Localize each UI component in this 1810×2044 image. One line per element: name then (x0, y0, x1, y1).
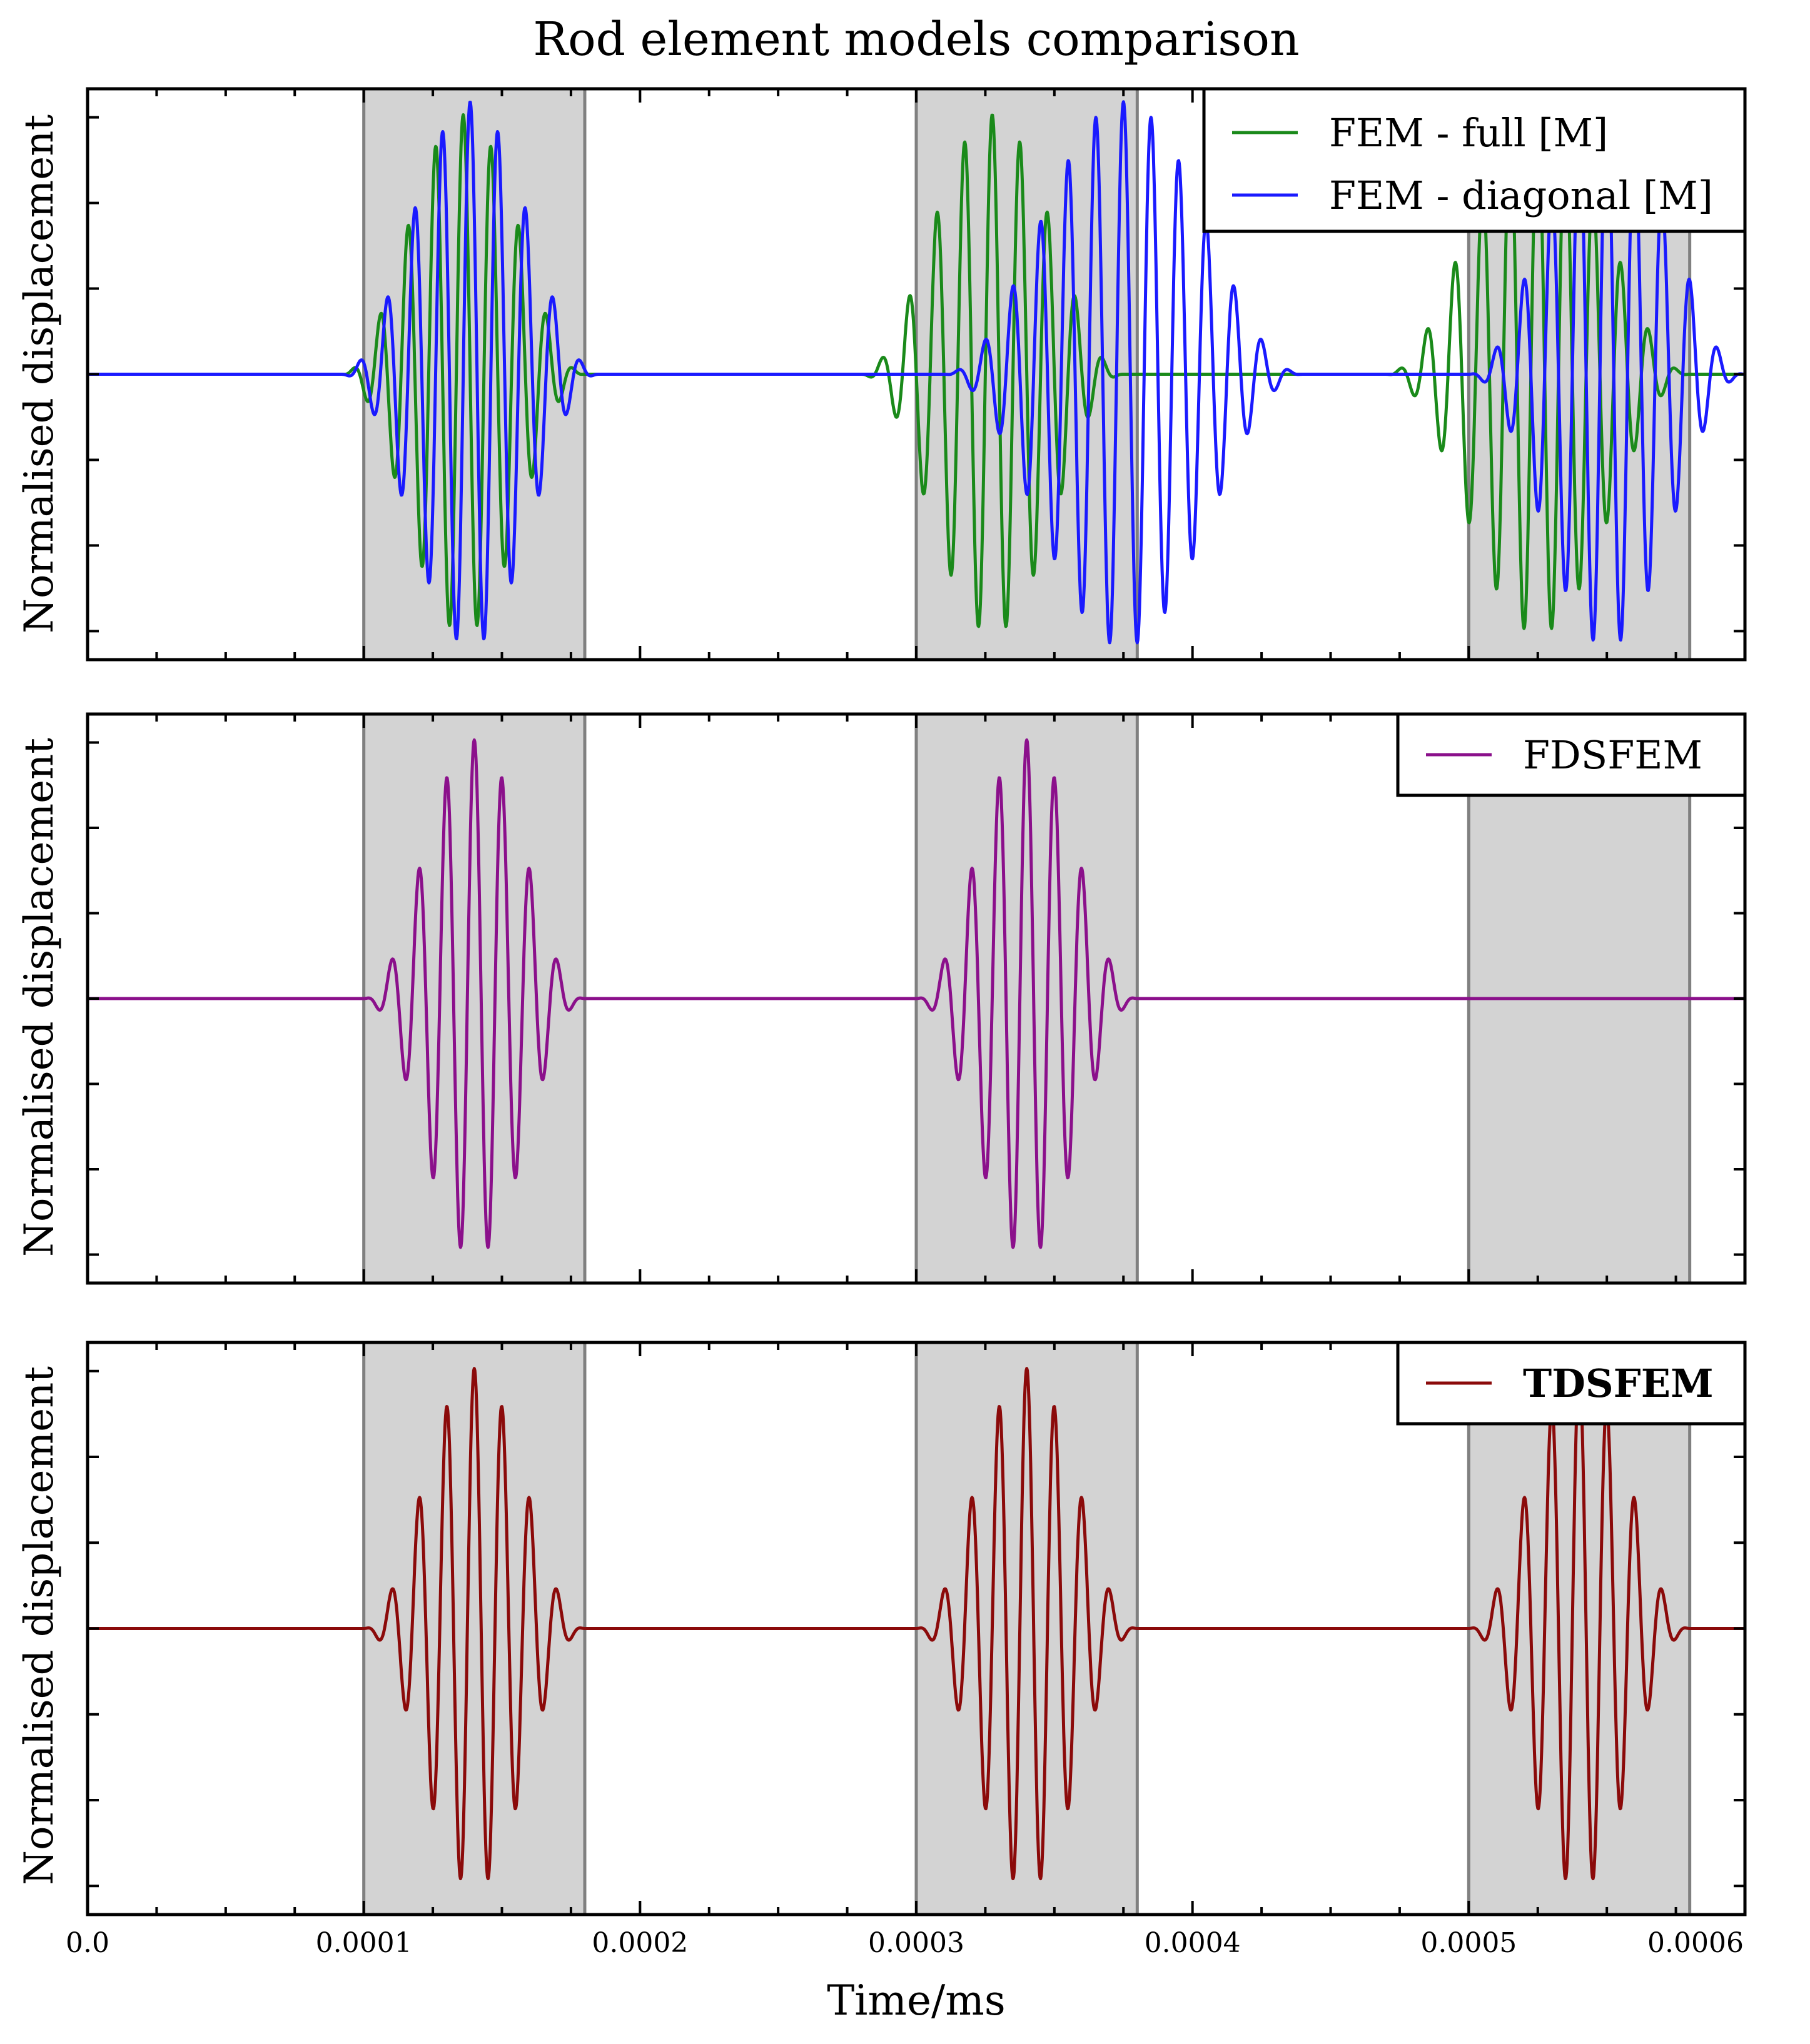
x-tick-label: 0.0004 (1145, 1927, 1241, 1959)
panel-fem: FEM - full [M] FEM - diagonal [M] (86, 87, 1747, 662)
legend-label: FDSFEM (1523, 732, 1702, 778)
shaded-window-2 (916, 1342, 1138, 1915)
series-line-fem-diagonal-m (88, 100, 1745, 645)
y-axis-label-panel-3: Normalised displacement (16, 1366, 63, 1885)
series-line-fdsfem (88, 738, 1745, 1249)
panel-fdsfem: FDSFEM (86, 712, 1747, 1285)
legend-label: FEM - diagonal [M] (1329, 173, 1713, 218)
shaded-window-2 (916, 714, 1138, 1283)
legend-label: TDSFEM (1523, 1361, 1714, 1406)
panel-tdsfem: TDSFEM (86, 1341, 1747, 1916)
x-axis-label: Time/ms (827, 1976, 1005, 2025)
legend-box (1202, 87, 1747, 233)
series-line-tdsfem (88, 1367, 1745, 1881)
x-tick-label: 0.0 (66, 1927, 109, 1959)
y-axis-label-panel-2: Normalised displacement (16, 738, 63, 1257)
legend: FEM - full [M] FEM - diagonal [M] (1202, 87, 1747, 233)
shaded-window-1 (363, 1342, 585, 1915)
x-tick-label: 0.0005 (1420, 1927, 1517, 1959)
x-tick-label: 0.0003 (868, 1927, 964, 1959)
x-tick-labels: 0.0 0.0001 0.0002 0.0003 0.0004 0.0005 0.0006 (66, 1927, 1744, 1959)
legend: FDSFEM (1396, 712, 1747, 797)
x-tick-label: 0.0002 (592, 1927, 688, 1959)
x-tick-label: 0.0006 (1647, 1927, 1744, 1959)
legend: TDSFEM (1396, 1341, 1747, 1426)
x-tick-label: 0.0001 (316, 1927, 412, 1959)
chart-title: Rod element models comparison (533, 13, 1299, 66)
shaded-window-3 (1469, 1342, 1690, 1915)
legend-label: FEM - full [M] (1329, 110, 1608, 156)
shaded-window-1 (363, 714, 585, 1283)
y-axis-label-panel-1: Normalised displacement (16, 114, 63, 633)
